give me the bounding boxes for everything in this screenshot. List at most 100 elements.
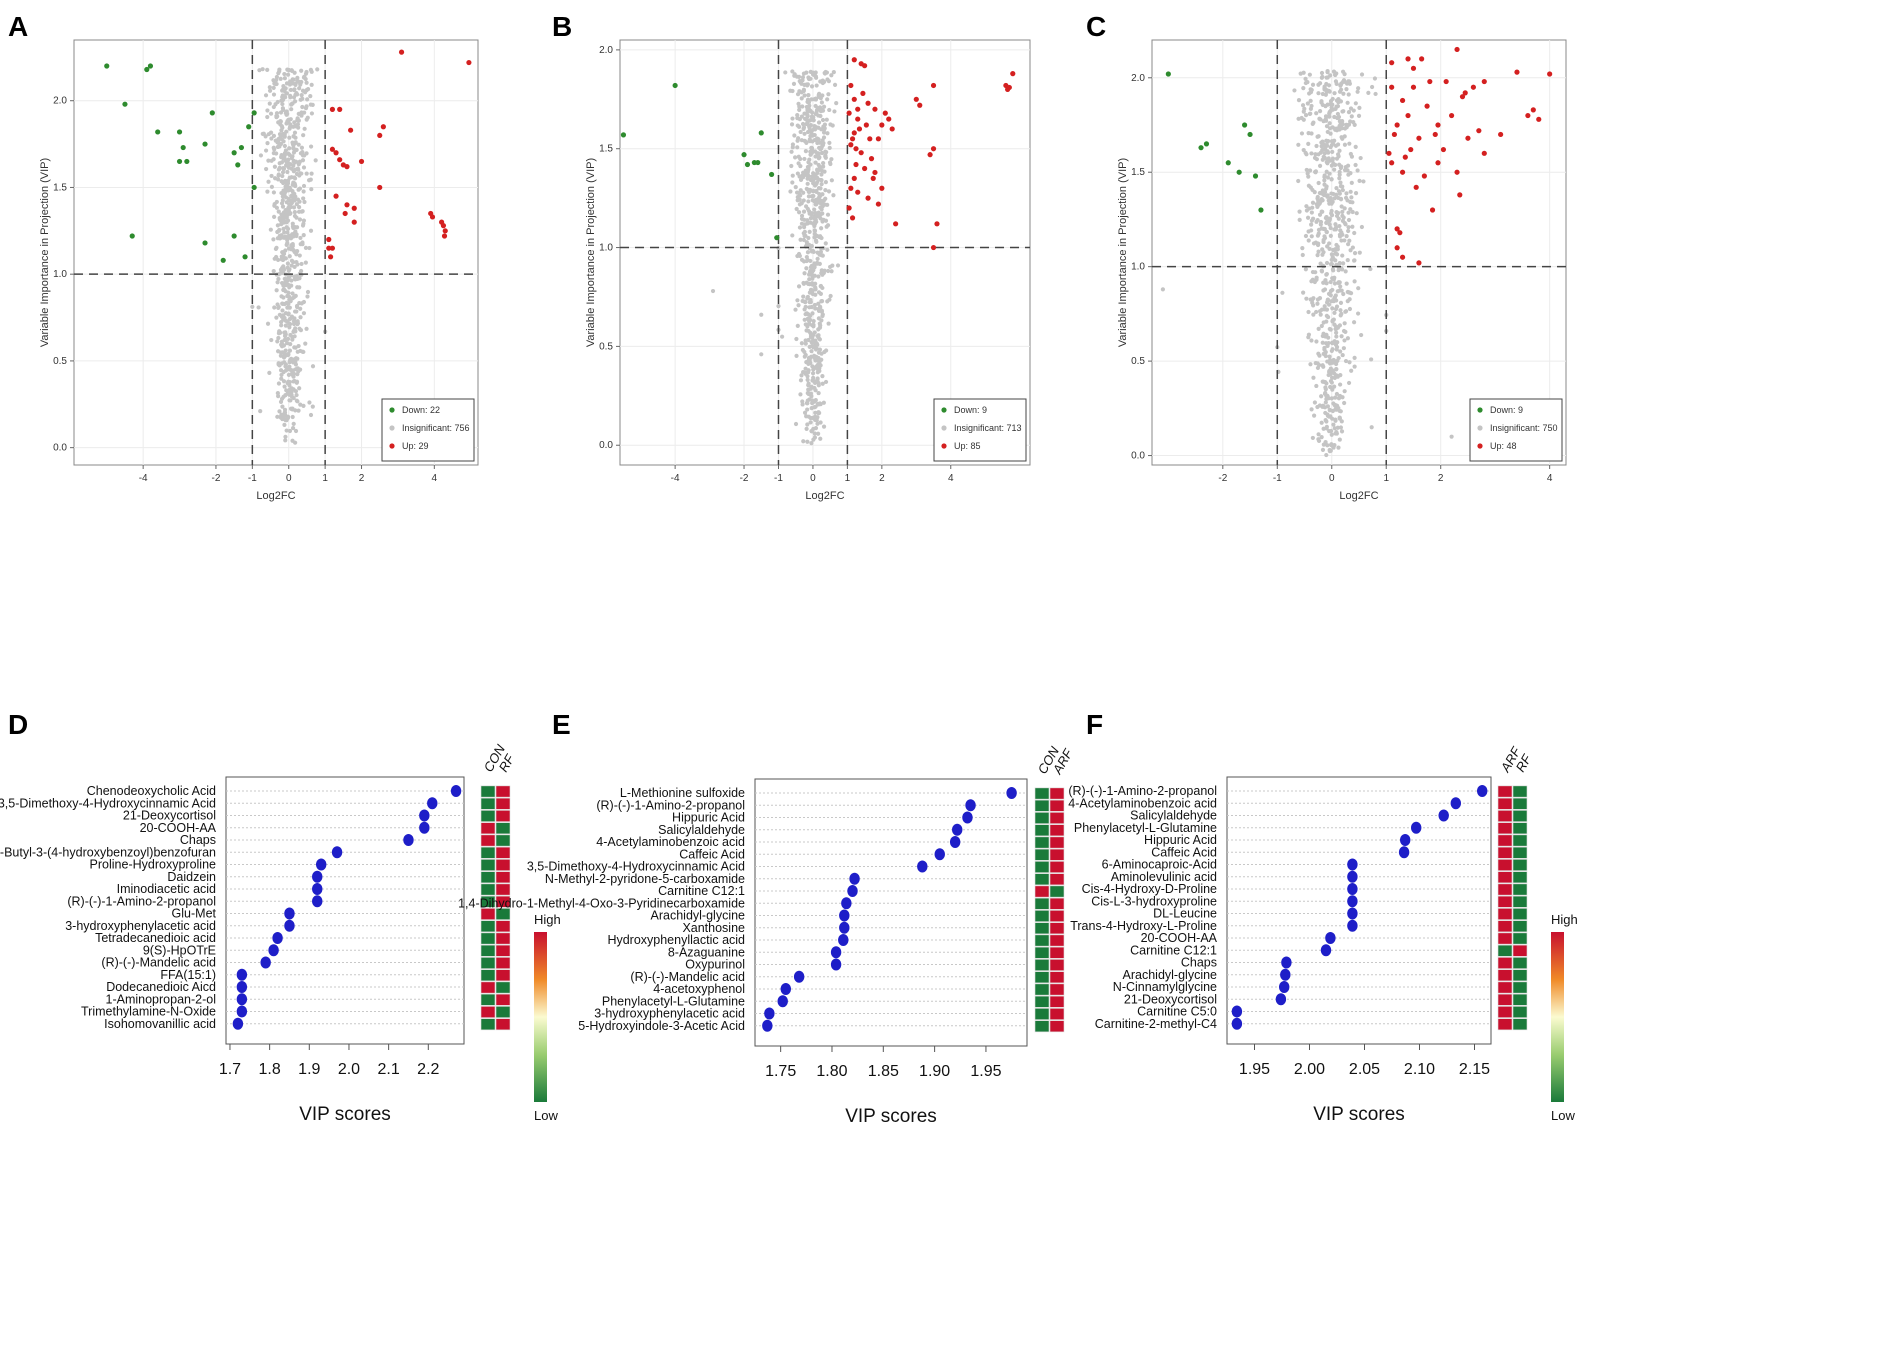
x-tick-label: 1.95 [1239,1061,1270,1078]
down-point [129,233,135,239]
insignificant-point [800,121,806,127]
insignificant-point [799,96,804,101]
insignificant-point [819,172,824,177]
insignificant-point [289,389,294,395]
insignificant-point [277,233,282,238]
heatmap-cell [495,957,511,969]
insignificant-point [1337,223,1342,229]
insignificant-point [1333,395,1338,400]
heatmap-cell [1497,1006,1513,1018]
insignificant-point [805,294,810,300]
insignificant-point [799,90,804,95]
heatmap-cell [480,1018,496,1031]
insignificant-point [1319,434,1324,440]
legend-label-down: Down: 9 [954,405,987,415]
insignificant-point [710,288,716,294]
insignificant-point [292,334,297,339]
insignificant-point [820,211,825,216]
insignificant-point [285,164,290,169]
insignificant-point [788,88,793,93]
insignificant-point [809,428,814,434]
insignificant-point [302,199,307,205]
insignificant-point [291,225,296,230]
insignificant-point [1332,339,1337,344]
insignificant-point [309,111,315,116]
insignificant-point [812,414,818,419]
y-tick-label: 2.0 [1131,73,1145,84]
heatmap-cell [1512,981,1528,994]
insignificant-point [1333,258,1338,263]
insignificant-point [1325,359,1330,364]
heatmap-cell [1512,944,1528,957]
insignificant-point [818,291,823,296]
vip-dot [284,919,295,932]
insignificant-point [1331,357,1336,363]
vip-dot [403,834,414,846]
insignificant-point [291,379,296,384]
vip-dot [1398,846,1410,859]
insignificant-point [282,354,287,359]
insignificant-point [296,187,301,192]
insignificant-point [823,196,828,201]
insignificant-point [801,259,807,264]
insignificant-point [276,381,282,386]
insignificant-point [1309,131,1314,136]
insignificant-point [1330,199,1335,204]
insignificant-point [813,154,818,159]
heatmap-cell [1497,1018,1513,1031]
up-point [1481,78,1487,85]
insignificant-point [796,251,802,257]
metabolite-label: N-Methyl-2-pyridone-5-carboxamide [545,872,745,886]
insignificant-point [800,104,805,109]
insignificant-point [828,293,833,299]
insignificant-point [1311,375,1316,380]
down-point [755,159,761,166]
insignificant-point [1345,289,1350,295]
insignificant-point [1339,429,1345,434]
insignificant-point [1348,207,1353,212]
heatmap-cell [1049,824,1065,837]
insignificant-point [283,86,288,91]
up-point [872,106,878,112]
insignificant-point [310,102,315,107]
insignificant-point [1305,101,1310,106]
color-scale-low: Low [534,1108,558,1123]
up-point [442,228,448,234]
insignificant-point [829,269,834,274]
metabolite-label: Hydroxyphenyllactic acid [607,933,745,947]
insignificant-point [807,188,812,193]
insignificant-point [278,350,284,355]
heatmap-cell [1497,944,1513,957]
insignificant-point [278,368,284,373]
x-tick-label: -4 [671,473,680,484]
insignificant-point [299,145,305,150]
vip-dot [1347,858,1358,871]
up-point [1435,160,1441,166]
insignificant-point [814,189,819,194]
heatmap-cell [480,908,496,920]
vip-dot [312,883,323,895]
y-tick-label: 1.0 [53,269,67,280]
insignificant-point [810,281,815,286]
insignificant-point [1323,114,1329,119]
insignificant-point [1333,418,1338,423]
x-tick-label: -1 [774,473,783,484]
insignificant-point [789,149,794,154]
panel-label: B [552,11,572,42]
insignificant-point [1338,284,1343,289]
insignificant-point [1334,225,1339,230]
insignificant-point [290,337,295,342]
insignificant-point [268,227,273,232]
color-scale-high: High [534,912,561,927]
insignificant-point [290,406,295,411]
x-tick-label: 1.80 [816,1063,847,1080]
heatmap-cell [1049,885,1065,898]
insignificant-point [812,330,817,335]
insignificant-point [282,384,287,389]
up-point [1443,78,1449,85]
heatmap-cell [495,1018,511,1031]
up-point [337,157,343,163]
insignificant-point [815,256,820,261]
insignificant-point [1352,364,1357,369]
insignificant-point [812,405,817,410]
